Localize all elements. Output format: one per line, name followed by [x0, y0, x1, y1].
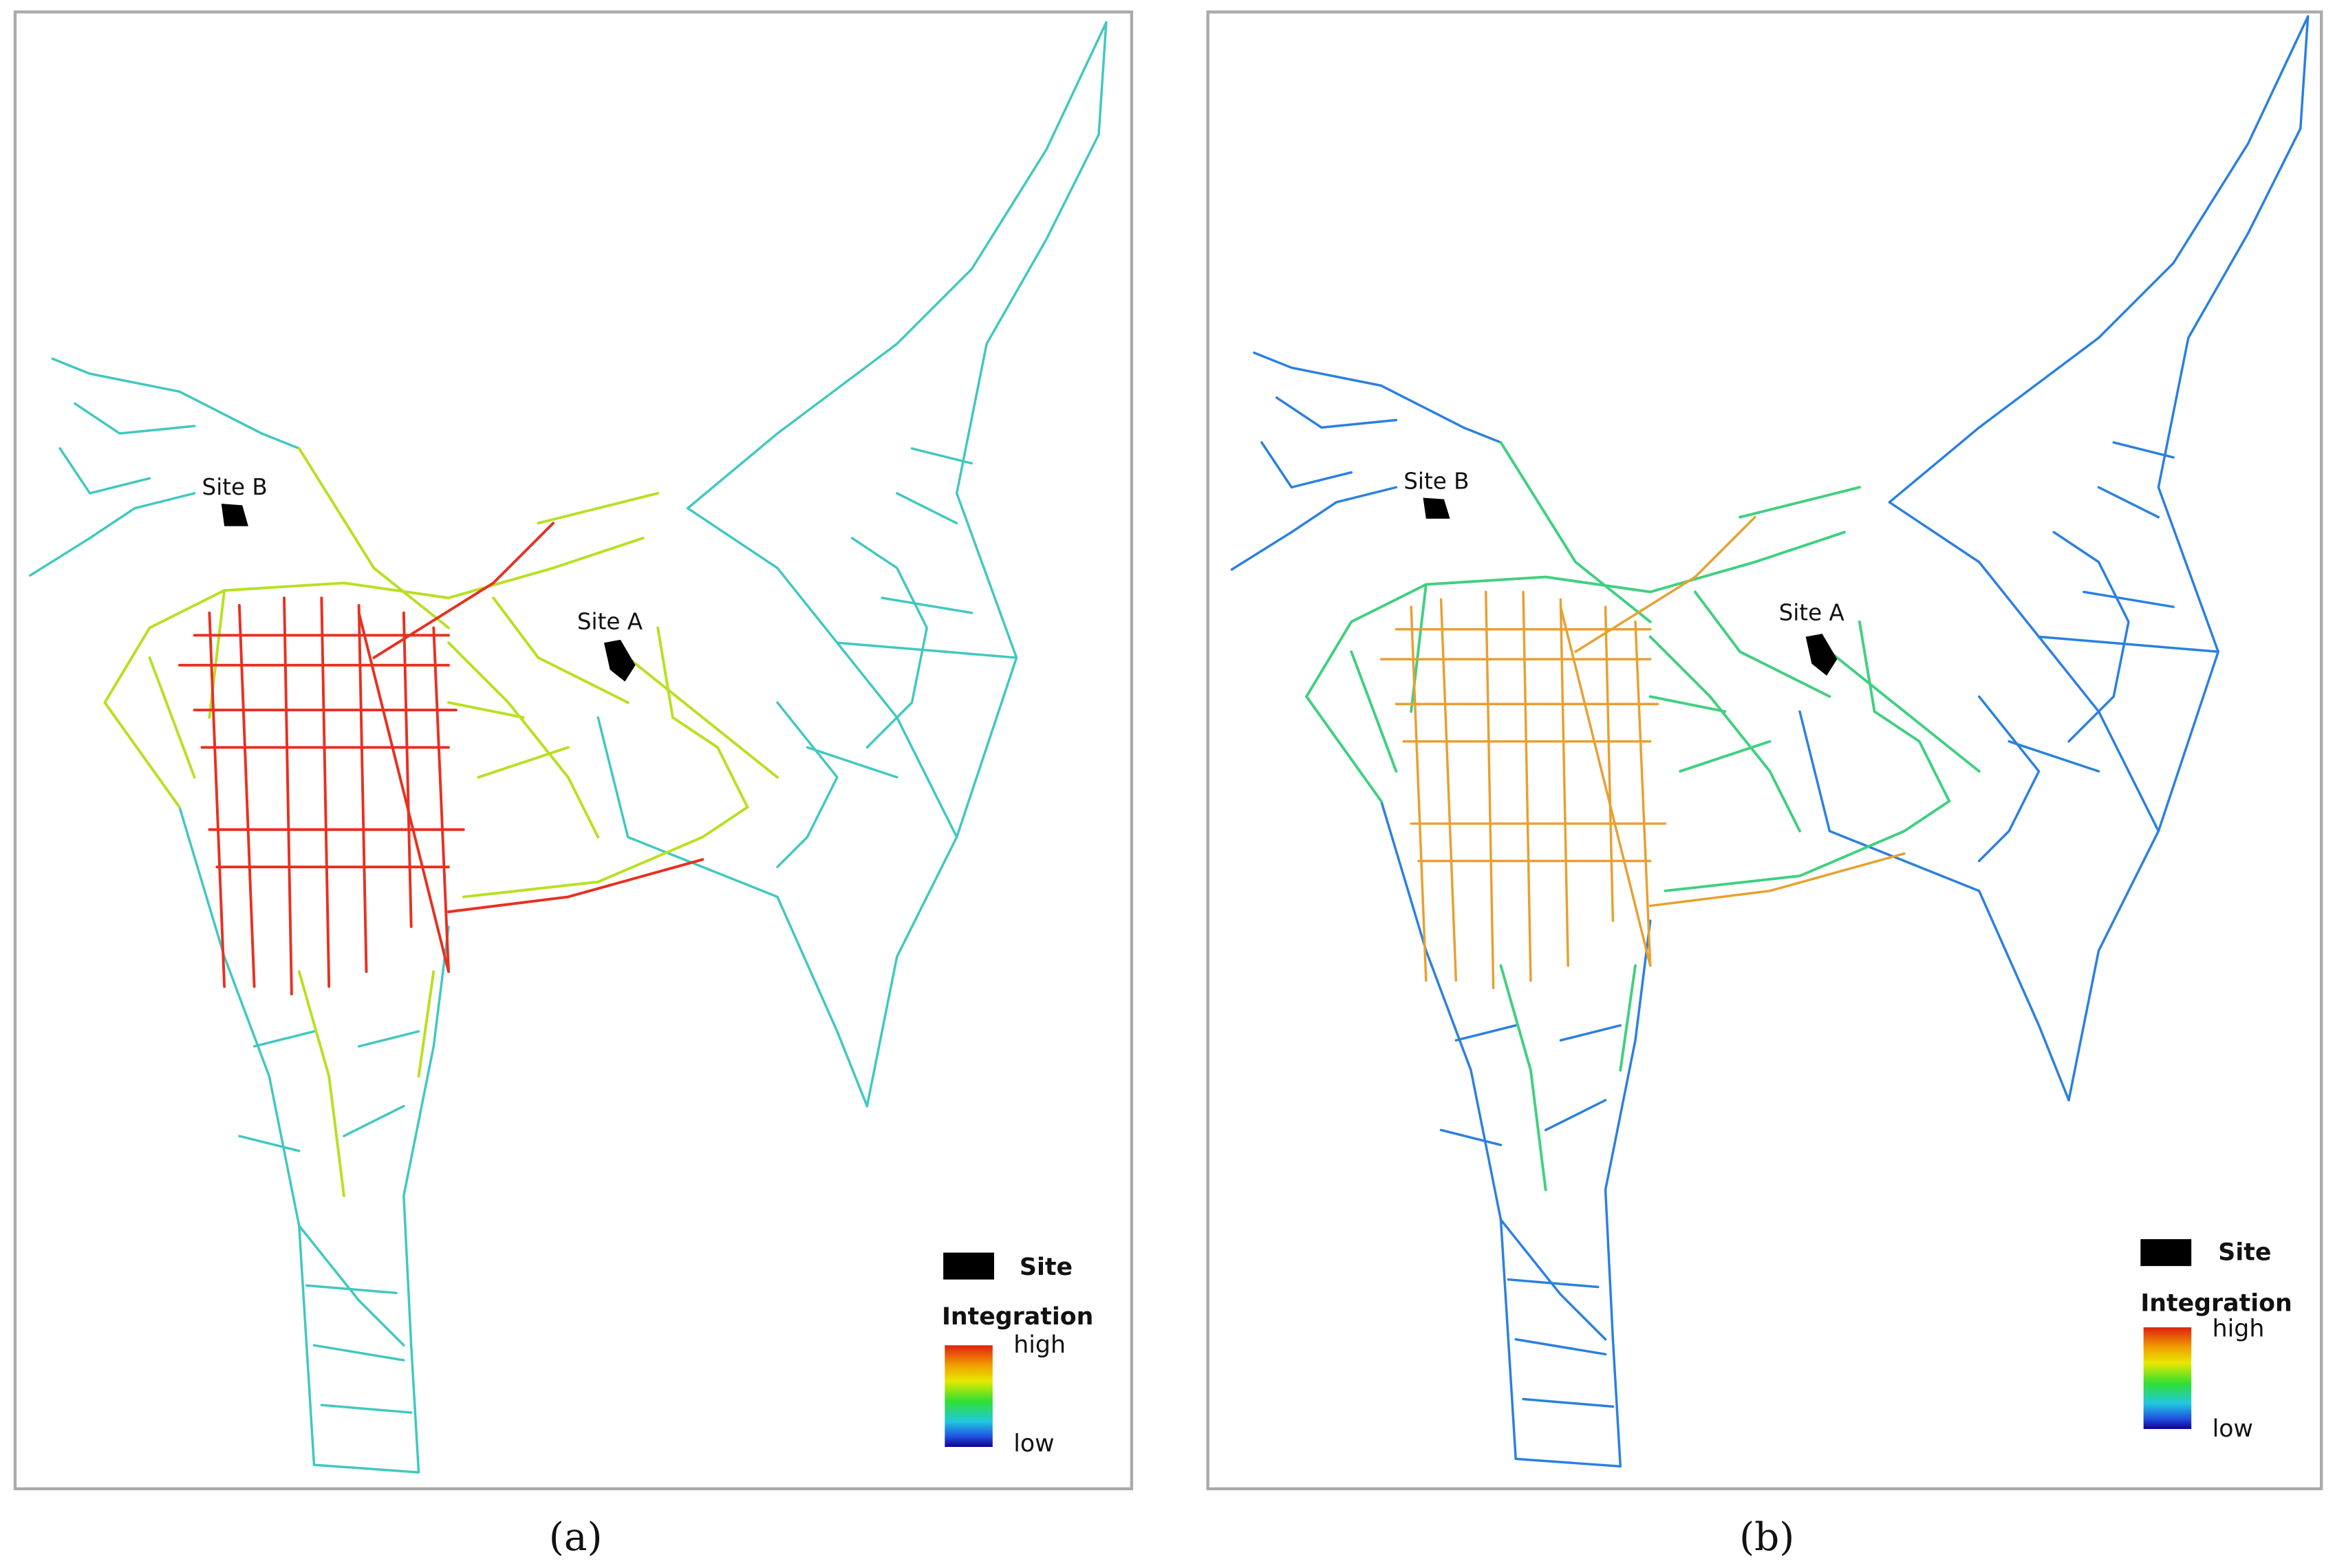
legend-site: Site: [2218, 1238, 2271, 1266]
legend-site-swatch: [2140, 1239, 2192, 1267]
site-marker: [1423, 497, 1450, 519]
panel-frame: [13, 10, 1134, 1491]
legend-ramp: [945, 1345, 993, 1448]
legend-title: Integration: [2140, 1289, 2292, 1317]
legend-title: Integration: [942, 1303, 1093, 1331]
site-label: Site B: [1403, 468, 1469, 494]
panel-frame: [1206, 10, 2323, 1491]
site-marker: [603, 639, 636, 682]
legend-site: Site: [1020, 1254, 1073, 1281]
legend-high: high: [2213, 1315, 2265, 1342]
panel-caption: (b): [1739, 1515, 1794, 1560]
site-marker: [221, 504, 248, 526]
site-label: Site A: [1779, 600, 1845, 626]
site-label: Site B: [202, 474, 268, 500]
legend-low: low: [2213, 1415, 2253, 1443]
legend-ramp: [2143, 1327, 2192, 1429]
panel-caption: (a): [549, 1515, 603, 1560]
legend-high: high: [1013, 1331, 1066, 1359]
legend-low: low: [1013, 1430, 1054, 1458]
legend-site-swatch: [943, 1252, 994, 1280]
site-label: Site A: [577, 609, 643, 635]
